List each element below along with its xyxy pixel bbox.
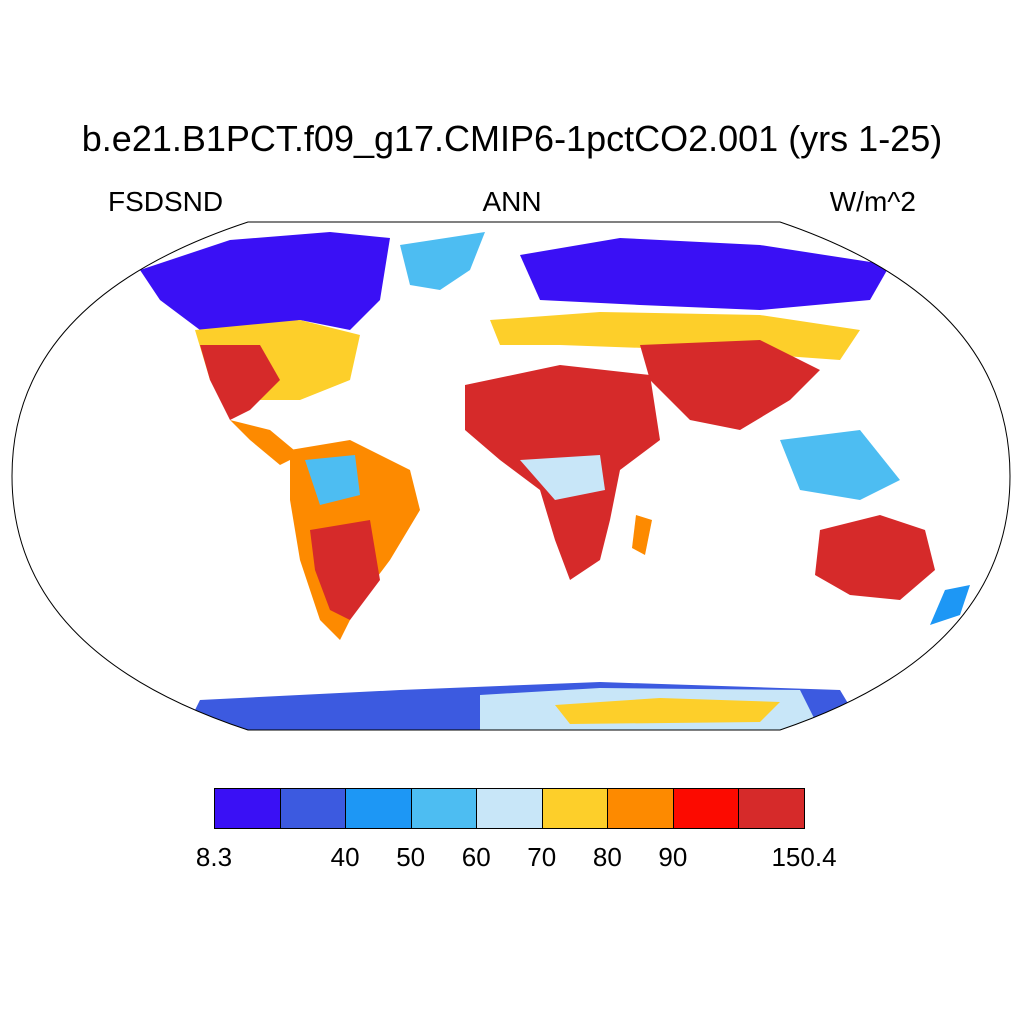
map-fill-layer [140,232,970,730]
asia-south [640,340,820,430]
eurasia-north [520,238,890,310]
africa-central [520,455,605,500]
colorbar-label: 60 [461,842,491,872]
variable-label: FSDSND [108,186,224,217]
australia-region [815,515,935,600]
colorbar-swatch [345,788,412,829]
colorbar-label: 70 [527,842,557,872]
madagascar [632,515,652,555]
colorbar-label: 40 [330,842,360,872]
colorbar-label: 50 [396,842,426,872]
plot-title: b.e21.B1PCT.f09_g17.CMIP6-1pctCO2.001 (y… [81,118,943,159]
map-outline [11,221,1011,731]
season-label: ANN [482,186,542,217]
colorbar-label: 90 [658,842,688,872]
colorbar-swatch [672,788,740,829]
antarctica-plateau [555,698,780,724]
colorbar-swatch [214,788,281,829]
colorbar-label: 150.4 [771,842,837,872]
north-america-south [200,345,280,420]
colorbar-swatch [738,788,805,829]
north-america-region [140,232,390,330]
colorbar-swatch [607,788,674,829]
units-label: W/m^2 [829,186,916,217]
southeast-asia [780,430,900,500]
south-america-hot [310,520,380,620]
colorbar-label: 80 [592,842,622,872]
amazon-region [305,455,360,505]
greenland-region [400,232,485,290]
colorbar-swatch [541,788,609,829]
colorbar-swatch [279,788,347,829]
new-zealand [930,585,970,625]
colorbar-swatch [476,788,543,829]
central-america [230,420,300,465]
colorbar-label: 8.3 [195,842,233,872]
colorbar-swatch [410,788,478,829]
